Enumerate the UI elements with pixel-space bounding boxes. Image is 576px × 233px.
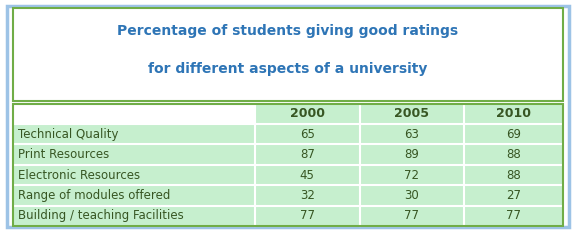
- Text: 77: 77: [300, 209, 314, 222]
- Text: 2005: 2005: [395, 107, 429, 120]
- Text: 77: 77: [404, 209, 419, 222]
- Text: 69: 69: [506, 128, 521, 141]
- Text: 87: 87: [300, 148, 314, 161]
- Text: 2000: 2000: [290, 107, 325, 120]
- Text: for different aspects of a university: for different aspects of a university: [148, 62, 428, 76]
- Text: Range of modules offered: Range of modules offered: [18, 189, 171, 202]
- Text: Print Resources: Print Resources: [18, 148, 109, 161]
- Text: 27: 27: [506, 189, 521, 202]
- Text: 45: 45: [300, 168, 314, 182]
- Text: Building / teaching Facilities: Building / teaching Facilities: [18, 209, 184, 222]
- Text: 32: 32: [300, 189, 314, 202]
- Text: 30: 30: [404, 189, 419, 202]
- Text: 63: 63: [404, 128, 419, 141]
- Text: Technical Quality: Technical Quality: [18, 128, 119, 141]
- Text: 65: 65: [300, 128, 314, 141]
- Text: Electronic Resources: Electronic Resources: [18, 168, 141, 182]
- Text: 2010: 2010: [497, 107, 531, 120]
- Text: Percentage of students giving good ratings: Percentage of students giving good ratin…: [118, 24, 458, 38]
- Text: 88: 88: [506, 148, 521, 161]
- Text: 89: 89: [404, 148, 419, 161]
- Text: 72: 72: [404, 168, 419, 182]
- Text: 88: 88: [506, 168, 521, 182]
- Text: 77: 77: [506, 209, 521, 222]
